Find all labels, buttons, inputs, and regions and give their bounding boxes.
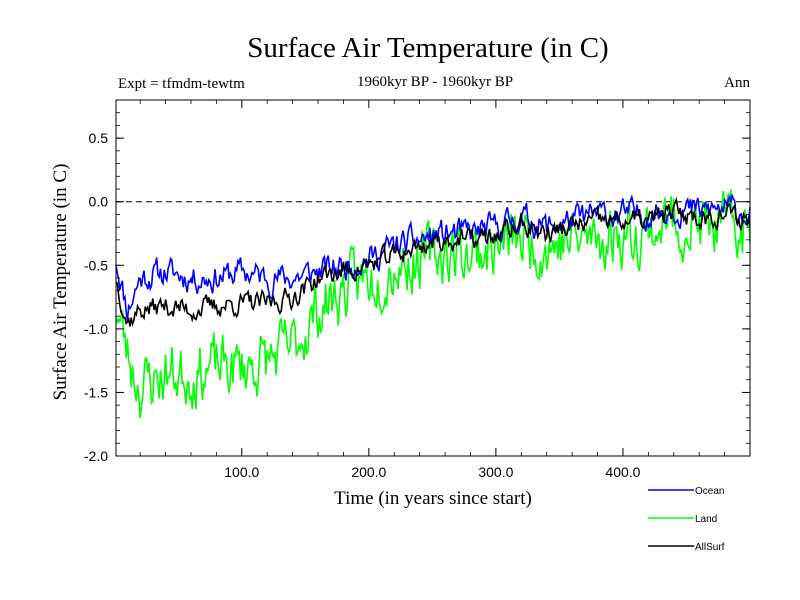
y-tick-label: 0.5 [89, 130, 109, 146]
legend-label-allsurf: AllSurf [695, 542, 725, 553]
season-label: Ann [724, 75, 750, 91]
legend: Ocean Land AllSurf [648, 486, 725, 553]
y-tick-label: 0.0 [89, 194, 109, 210]
legend-label-land: Land [695, 514, 717, 525]
series-line-ocean [115, 193, 751, 321]
chart-title: Surface Air Temperature (in C) [247, 32, 608, 64]
y-tick-label: -1.5 [84, 384, 108, 400]
x-tick-label: 100.0 [224, 464, 259, 480]
y-tick-label: -2.0 [84, 448, 108, 464]
x-axis-label: Time (in years since start) [334, 488, 532, 509]
experiment-label: Expt = tfmdm-tewtm [118, 76, 245, 92]
series-line-allsurf [115, 196, 751, 327]
y-tick-label: -0.5 [84, 257, 108, 273]
legend-label-ocean: Ocean [695, 486, 724, 497]
x-tick-label: 300.0 [478, 464, 513, 480]
plot-area: 0.5 0.0 -0.5 -1.0 -1.5 -2.0 100.0 200.0 300.0 400… [84, 99, 751, 480]
x-tick-label: 200.0 [351, 464, 386, 480]
chart-subtitle: 1960kyr BP - 1960kyr BP [357, 74, 513, 90]
plot-frame [115, 99, 751, 457]
y-tick-label: -1.0 [84, 321, 108, 337]
x-tick-label: 400.0 [605, 464, 640, 480]
y-axis-label: Surface Air Temperature (in C) [50, 164, 71, 401]
